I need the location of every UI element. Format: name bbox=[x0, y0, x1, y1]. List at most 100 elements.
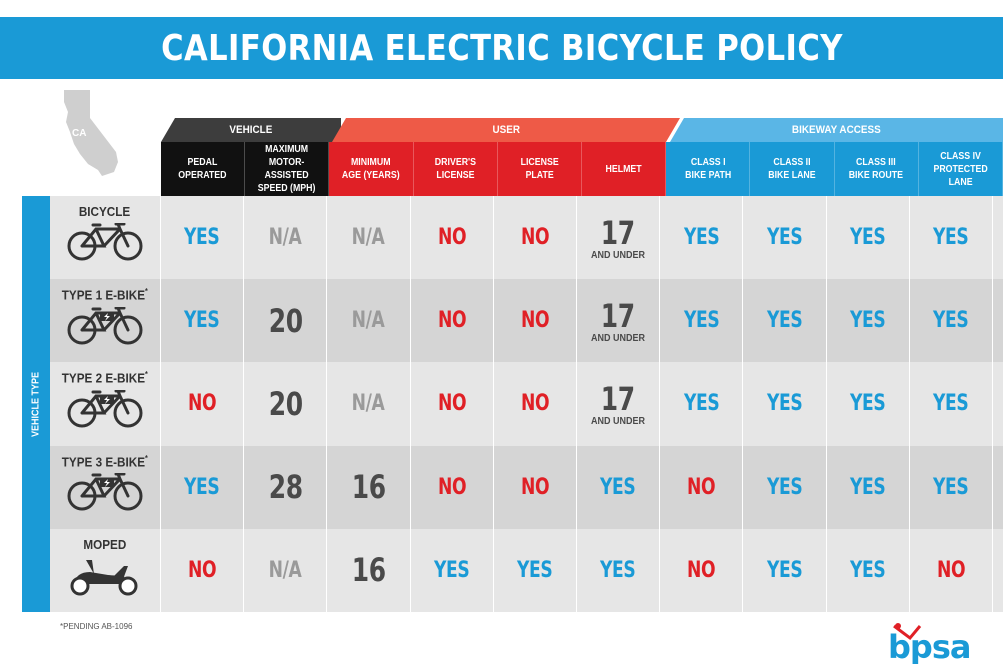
cell-class-3-bike-route: YES bbox=[827, 196, 910, 280]
group-header-user: USER bbox=[332, 118, 680, 142]
column-header-class-1-bike-path: CLASS I BIKE PATH bbox=[666, 142, 751, 196]
cell-value: 17 bbox=[601, 214, 636, 253]
group-header-vehicle: VEHICLE bbox=[161, 118, 341, 142]
cell-value: 16 bbox=[351, 468, 386, 507]
cell-class-3-bike-route: YES bbox=[827, 445, 910, 529]
cell-value: 17 bbox=[601, 380, 636, 419]
footnote-marker: * bbox=[145, 453, 149, 463]
vehicle-type-cell: TYPE 1 E-BIKE* bbox=[50, 279, 161, 363]
vehicle-type-name: MOPED bbox=[83, 536, 127, 552]
group-header-bikeway-access: BIKEWAY ACCESS bbox=[670, 118, 1003, 142]
title-banner: CALIFORNIA ELECTRIC BICYCLE POLICY bbox=[0, 17, 1003, 79]
cell-value: YES bbox=[766, 308, 803, 334]
cell-class-2-bike-lane: YES bbox=[743, 362, 827, 446]
cell-value: NO bbox=[188, 391, 217, 417]
table-row: TYPE 3 E-BIKE* YES 28 16 NO NO YES NO YES YES YES bbox=[50, 445, 1003, 529]
bpsa-logo: bpsa bbox=[888, 620, 990, 666]
cell-value: YES bbox=[766, 474, 803, 500]
moped-icon bbox=[66, 556, 144, 601]
vehicle-type-sidebar: VEHICLE TYPE bbox=[22, 196, 50, 612]
cell-minimum-age: N/A bbox=[327, 362, 411, 446]
cell-value: NO bbox=[188, 557, 217, 583]
table-row: BICYCLE YES N/A N/A NO NO 17 AND UNDER YES YES YES… bbox=[50, 196, 1003, 280]
cell-class-3-bike-route: YES bbox=[827, 362, 910, 446]
cell-value: NO bbox=[437, 391, 467, 417]
cell-value: YES bbox=[933, 225, 969, 251]
cell-value: YES bbox=[683, 308, 720, 334]
cell-value: YES bbox=[849, 391, 886, 417]
cell-max-speed: N/A bbox=[244, 196, 328, 280]
cell-value: YES bbox=[933, 308, 969, 334]
cell-drivers-license: NO bbox=[411, 196, 494, 280]
map-label: CA bbox=[72, 128, 86, 139]
cell-value: 20 bbox=[268, 384, 303, 423]
cell-drivers-license: NO bbox=[411, 362, 494, 446]
cell-class-2-bike-lane: YES bbox=[743, 196, 827, 280]
column-header-class-2-bike-lane: CLASS II BIKE LANE bbox=[750, 142, 835, 196]
cell-pedal-operated: NO bbox=[161, 362, 245, 446]
cell-value: YES bbox=[184, 225, 220, 251]
cell-minimum-age: 16 bbox=[327, 528, 411, 612]
table-row: TYPE 2 E-BIKE* NO 20 N/A NO NO 17 AND UNDER YES Y… bbox=[50, 362, 1003, 446]
cell-max-speed: N/A bbox=[244, 528, 328, 612]
vehicle-type-cell: MOPED bbox=[50, 528, 161, 612]
cell-max-speed: 20 bbox=[244, 279, 328, 363]
policy-table: BICYCLE YES N/A N/A NO NO 17 AND UNDER YES YES YES… bbox=[50, 196, 1003, 612]
cell-max-speed: 20 bbox=[244, 362, 328, 446]
e-bike-icon bbox=[66, 472, 144, 516]
cell-class-1-bike-path: YES bbox=[660, 279, 744, 363]
cell-value: YES bbox=[600, 557, 636, 583]
cell-value: YES bbox=[683, 225, 720, 251]
cell-class-3-bike-route: YES bbox=[827, 279, 910, 363]
bicycle-icon bbox=[66, 222, 144, 266]
vehicle-type-name: TYPE 1 E-BIKE* bbox=[61, 287, 149, 303]
cell-value: NO bbox=[437, 225, 467, 251]
cell-value: 28 bbox=[268, 468, 303, 507]
cell-value: NO bbox=[520, 474, 550, 500]
cell-class-2-bike-lane: YES bbox=[743, 445, 827, 529]
cell-value: YES bbox=[517, 557, 553, 583]
cell-value: NO bbox=[936, 557, 966, 583]
cell-class-2-bike-lane: YES bbox=[743, 279, 827, 363]
cell-value: NO bbox=[520, 308, 550, 334]
footnote-marker: * bbox=[145, 370, 149, 380]
column-header-class-3-bike-route: CLASS III BIKE ROUTE bbox=[834, 142, 919, 196]
cell-value: YES bbox=[766, 225, 803, 251]
vehicle-type-cell: TYPE 3 E-BIKE* bbox=[50, 445, 161, 529]
footnote-marker: * bbox=[145, 287, 149, 297]
cell-license-plate: NO bbox=[494, 196, 577, 280]
logo-bike-icon: bpsa bbox=[888, 623, 971, 666]
cell-minimum-age: N/A bbox=[327, 279, 411, 363]
cell-class-1-bike-path: YES bbox=[660, 362, 744, 446]
cell-minimum-age: 16 bbox=[327, 445, 411, 529]
california-map-icon: CA bbox=[64, 90, 118, 176]
cell-helmet: 17 AND UNDER bbox=[577, 196, 661, 280]
table-row: TYPE 1 E-BIKE* YES 20 N/A NO NO 17 AND UNDER YES… bbox=[50, 279, 1003, 363]
cell-helmet: YES bbox=[577, 445, 661, 529]
cell-value: N/A bbox=[352, 391, 385, 417]
cell-value: 17 bbox=[601, 297, 636, 336]
cell-license-plate: NO bbox=[494, 279, 577, 363]
column-header-max-speed: MAXIMUM MOTOR-ASSISTED SPEED (MPH) bbox=[245, 142, 330, 196]
cell-class-1-bike-path: NO bbox=[660, 445, 744, 529]
cell-value: YES bbox=[933, 391, 969, 417]
cell-value: NO bbox=[687, 557, 716, 583]
cell-value: NO bbox=[520, 225, 550, 251]
cell-class-4-protected-lane: YES bbox=[910, 362, 993, 446]
column-header-class-4-protected-lane: CLASS IV PROTECTED LANE bbox=[918, 142, 1003, 196]
cell-class-2-bike-lane: YES bbox=[743, 528, 827, 612]
cell-value: NO bbox=[687, 474, 716, 500]
e-bike-icon bbox=[66, 389, 144, 433]
cell-class-4-protected-lane: YES bbox=[910, 445, 993, 529]
cell-value: YES bbox=[600, 474, 636, 500]
e-bike-icon bbox=[66, 306, 144, 350]
cell-value: YES bbox=[433, 557, 470, 583]
footnote: *PENDING AB-1096 bbox=[60, 622, 133, 631]
cell-value: YES bbox=[766, 557, 803, 583]
cell-max-speed: 28 bbox=[244, 445, 328, 529]
cell-pedal-operated: YES bbox=[161, 279, 245, 363]
cell-class-3-bike-route: YES bbox=[827, 528, 910, 612]
column-header-pedal-operated: PEDAL OPERATED bbox=[161, 142, 246, 196]
cell-helmet: 17 AND UNDER bbox=[577, 362, 661, 446]
cell-license-plate: NO bbox=[494, 445, 577, 529]
